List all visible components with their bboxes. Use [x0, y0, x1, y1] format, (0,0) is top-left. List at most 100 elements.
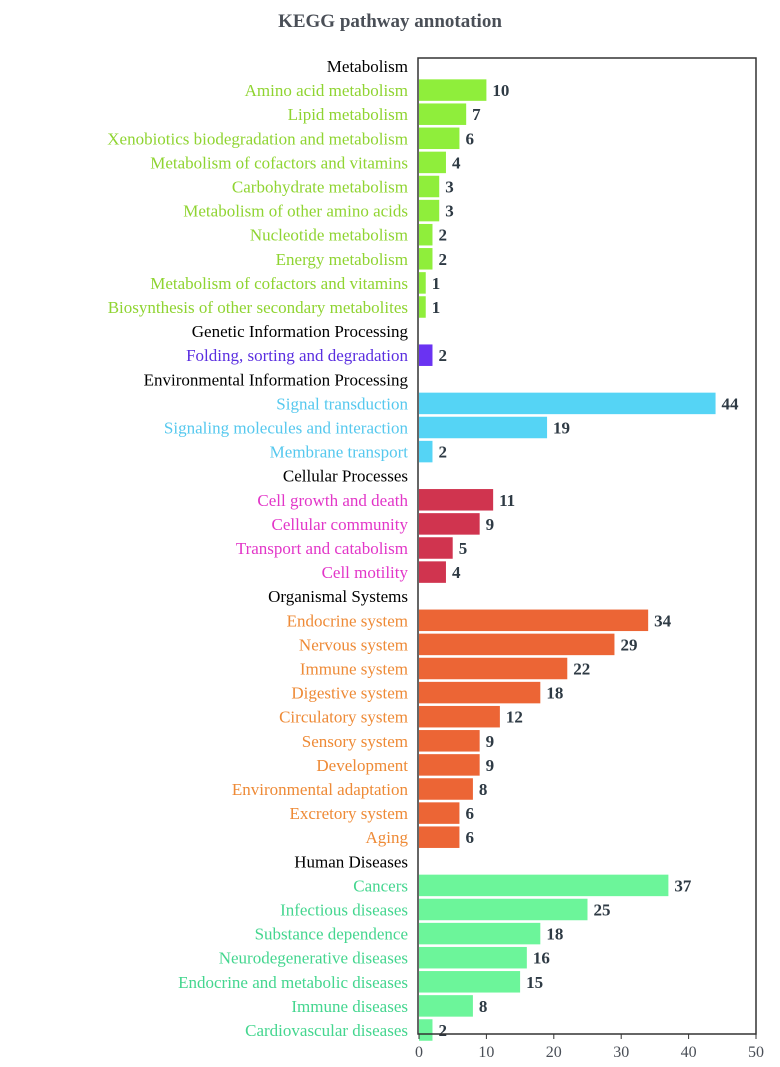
category-label: Substance dependence — [255, 925, 408, 944]
data-label: 34 — [654, 611, 672, 630]
data-label: 2 — [438, 250, 447, 269]
x-tick-label: 0 — [415, 1044, 423, 1061]
data-label: 2 — [438, 1021, 447, 1040]
category-label: Cardiovascular diseases — [245, 1021, 408, 1040]
data-label: 15 — [526, 973, 543, 992]
chart-rows: Metabolism Amino acid metabolism 10 Lipid m… — [107, 57, 739, 1041]
category-label: Cell motility — [322, 563, 409, 582]
data-label: 2 — [438, 346, 447, 365]
data-label: 44 — [722, 394, 740, 413]
bar — [419, 103, 467, 125]
bar — [419, 127, 460, 150]
data-label: 9 — [486, 756, 495, 775]
category-label: Carbohydrate metabolism — [232, 178, 408, 197]
category-label: Metabolism of other amino acids — [183, 202, 408, 221]
group-label: Metabolism — [327, 57, 408, 76]
bar — [419, 754, 480, 776]
category-label: Amino acid metabolism — [245, 81, 408, 100]
category-label: Excretory system — [290, 804, 409, 823]
bar — [419, 79, 487, 101]
data-label: 22 — [573, 660, 590, 679]
data-label: 3 — [445, 202, 454, 221]
bar — [419, 898, 588, 921]
category-label: Lipid metabolism — [288, 105, 408, 124]
bar — [419, 705, 500, 728]
bar — [419, 609, 649, 632]
data-label: 18 — [546, 684, 563, 703]
bar — [419, 272, 426, 294]
data-label: 9 — [486, 515, 495, 534]
data-label: 8 — [479, 997, 488, 1016]
bar — [419, 416, 548, 439]
bar — [419, 151, 446, 174]
x-axis: 0 10 20 30 40 50 — [415, 1034, 764, 1061]
data-label: 2 — [438, 226, 447, 245]
data-label: 3 — [445, 178, 454, 197]
category-label: Membrane transport — [270, 443, 409, 462]
category-label: Circulatory system — [279, 708, 408, 727]
bar — [419, 778, 473, 800]
bar — [419, 922, 541, 945]
bar — [419, 537, 453, 559]
category-label: Nervous system — [299, 635, 408, 654]
bar — [419, 971, 521, 993]
data-label: 1 — [432, 274, 441, 293]
bar — [419, 561, 446, 583]
data-label: 29 — [620, 635, 637, 654]
bar — [419, 657, 568, 680]
category-label: Transport and catabolism — [236, 539, 408, 558]
bar — [419, 175, 440, 198]
data-label: 9 — [486, 732, 495, 751]
data-label: 19 — [553, 419, 570, 438]
x-tick-label: 50 — [748, 1044, 764, 1061]
data-label: 2 — [438, 443, 447, 462]
data-label: 37 — [674, 876, 692, 895]
category-label: Energy metabolism — [276, 250, 408, 269]
category-label: Signaling molecules and interaction — [164, 419, 409, 438]
x-tick-label: 40 — [681, 1044, 697, 1061]
bar — [419, 681, 541, 704]
bar — [419, 946, 527, 969]
bar — [419, 802, 460, 824]
category-label: Endocrine and metabolic diseases — [178, 973, 408, 992]
bar — [419, 1019, 433, 1041]
data-label: 4 — [452, 563, 461, 582]
bar — [419, 392, 716, 415]
category-label: Cancers — [353, 876, 408, 895]
category-label: Infectious diseases — [280, 901, 408, 920]
data-label: 6 — [465, 828, 474, 847]
category-label: Metabolism of cofactors and vitamins — [150, 274, 408, 293]
category-label: Environmental adaptation — [232, 780, 409, 799]
category-label: Biosynthesis of other secondary metaboli… — [108, 298, 408, 317]
bar — [419, 826, 460, 848]
data-label: 12 — [506, 708, 523, 727]
bar — [419, 248, 433, 270]
data-label: 6 — [465, 804, 474, 823]
chart-title: KEGG pathway annotation — [278, 11, 502, 32]
data-label: 18 — [546, 925, 563, 944]
bar — [419, 489, 494, 511]
x-tick-label: 30 — [613, 1044, 629, 1061]
data-label: 11 — [499, 491, 515, 510]
bar — [419, 296, 426, 318]
category-label: Cellular community — [272, 515, 409, 534]
group-label: Human Diseases — [294, 852, 408, 871]
bar — [419, 874, 669, 897]
group-label: Cellular Processes — [283, 467, 408, 486]
x-tick-label: 20 — [546, 1044, 562, 1061]
category-label: Cell growth and death — [257, 491, 408, 510]
category-label: Sensory system — [302, 732, 408, 751]
bar — [419, 730, 480, 752]
category-label: Signal transduction — [276, 394, 408, 413]
bar — [419, 513, 480, 535]
bar — [419, 995, 473, 1017]
data-label: 25 — [594, 901, 611, 920]
category-label: Endocrine system — [287, 611, 408, 630]
data-label: 8 — [479, 780, 488, 799]
category-label: Folding, sorting and degradation — [186, 346, 408, 365]
bar — [419, 223, 433, 246]
bar — [419, 344, 433, 366]
category-label: Xenobiotics biodegradation and metabolis… — [107, 129, 408, 148]
data-label: 4 — [452, 153, 461, 172]
